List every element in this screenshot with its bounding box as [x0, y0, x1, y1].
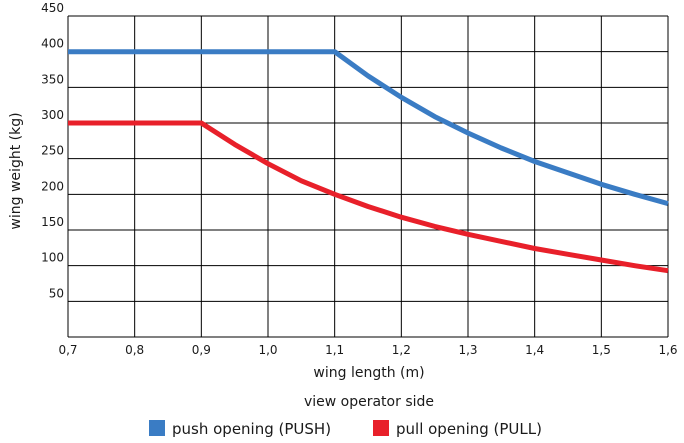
x-tick-label: 1,3: [458, 343, 477, 357]
y-tick-label: 400: [41, 37, 64, 51]
legend-label-push: push opening (PUSH): [172, 420, 331, 438]
series-line-push: [68, 49, 669, 207]
y-tick-label: 350: [41, 72, 64, 86]
y-tick-label: 250: [41, 144, 64, 158]
x-tick-label: 1,4: [525, 343, 544, 357]
x-tick-label: 0,9: [192, 343, 211, 357]
series-line-pull: [68, 120, 669, 274]
y-axis-title: wing weight (kg): [8, 112, 24, 229]
tick-labels: 0,7 0,8 0,9 1,0 1,1 1,2 1,3 1,4 1,5 1,6 50 100 150 20…: [41, 1, 677, 357]
x-axis-title: wing length (m): [313, 365, 424, 381]
x-tick-label: 0,8: [125, 343, 144, 357]
legend-label-pull: pull opening (PULL): [396, 420, 542, 438]
series-layer: [68, 49, 669, 274]
y-tick-label: 200: [41, 179, 64, 193]
x-tick-label: 1,1: [325, 343, 344, 357]
x-tick-label: 1,2: [392, 343, 411, 357]
y-tick-label: 300: [41, 108, 64, 122]
y-tick-label: 150: [41, 215, 64, 229]
y-tick-label: 50: [49, 286, 64, 300]
legend: push opening (PUSH) pull opening (PULL): [149, 420, 542, 438]
legend-swatch-push: [149, 420, 165, 436]
chart-subtitle: view operator side: [304, 394, 434, 410]
x-tick-label: 0,7: [58, 343, 77, 357]
x-tick-label: 1,5: [592, 343, 611, 357]
y-tick-label: 450: [41, 1, 64, 15]
x-tick-label: 1,0: [258, 343, 277, 357]
grid: [67, 15, 669, 338]
y-tick-label: 100: [41, 251, 64, 265]
legend-swatch-pull: [373, 420, 389, 436]
x-tick-label: 1,6: [658, 343, 677, 357]
